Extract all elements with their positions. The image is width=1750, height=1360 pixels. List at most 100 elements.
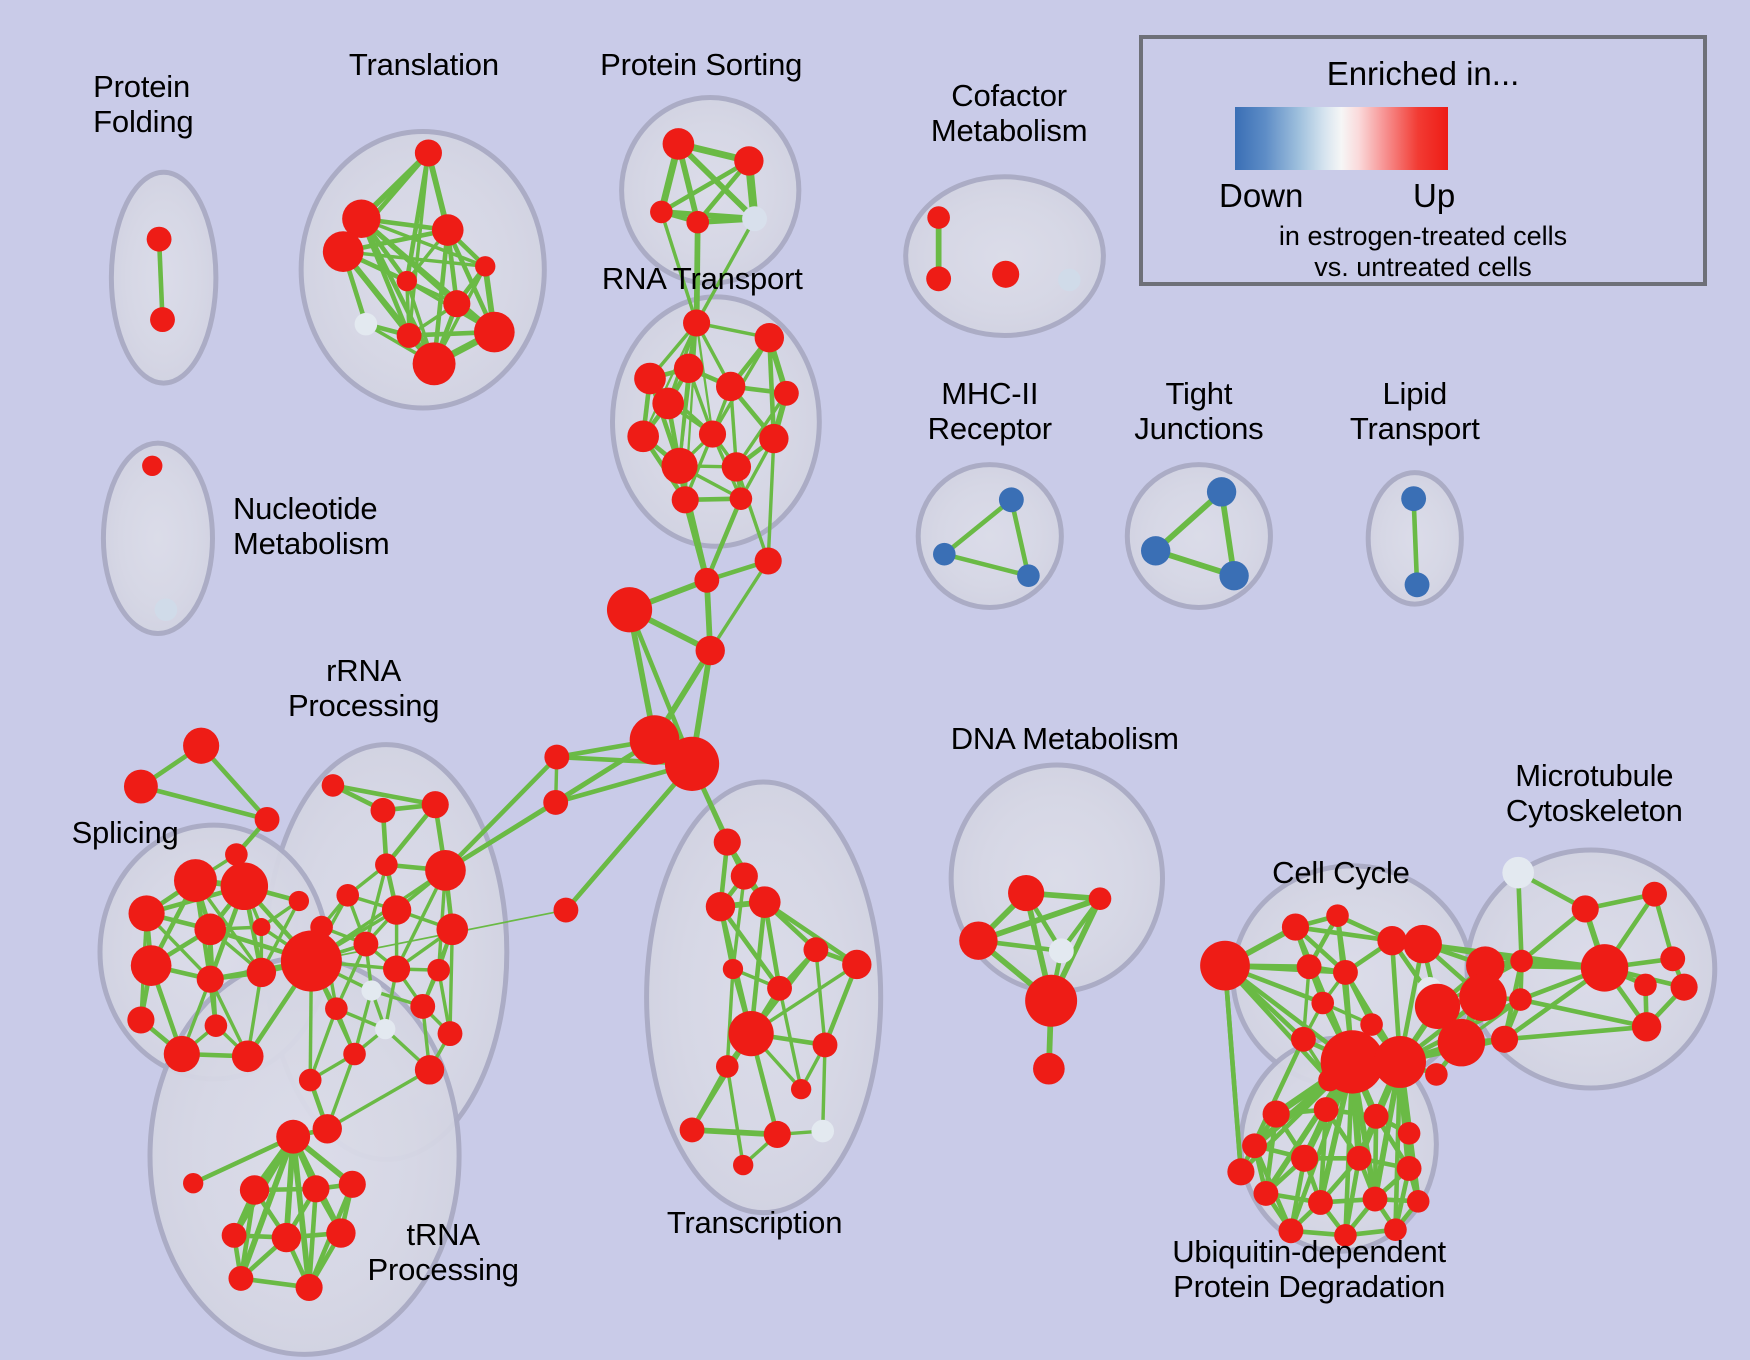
gene-set-node[interactable] [803,937,829,963]
gene-set-node[interactable] [183,1173,204,1194]
gene-set-node[interactable] [627,420,660,453]
gene-set-node[interactable] [1425,1063,1448,1086]
gene-set-node[interactable] [1278,1218,1304,1244]
gene-set-node[interactable] [1290,1144,1319,1172]
gene-set-node[interactable] [343,1042,366,1066]
gene-set-node[interactable] [1253,1180,1279,1206]
gene-set-node[interactable] [353,931,379,957]
gene-set-node[interactable] [1058,268,1081,292]
gene-set-node[interactable] [728,1011,774,1057]
gene-set-node[interactable] [1346,1145,1372,1171]
gene-set-node[interactable] [183,727,220,764]
gene-set-node[interactable] [1509,988,1532,1011]
gene-set-node[interactable] [698,420,727,448]
gene-set-node[interactable] [1374,1035,1426,1088]
gene-set-node[interactable] [142,455,163,476]
gene-set-node[interactable] [927,206,950,229]
gene-set-node[interactable] [312,1114,342,1144]
gene-set-node[interactable] [437,1021,463,1047]
gene-set-node[interactable] [733,1154,754,1176]
gene-set-node[interactable] [220,862,269,910]
gene-set-node[interactable] [342,199,381,238]
gene-set-node[interactable] [992,260,1020,288]
gene-set-node[interactable] [679,1117,705,1143]
gene-set-node[interactable] [1140,536,1171,566]
gene-set-node[interactable] [123,769,158,804]
gene-set-node[interactable] [150,307,175,333]
gene-set-node[interactable] [1459,973,1507,1022]
gene-set-node[interactable] [1406,1190,1430,1213]
gene-set-node[interactable] [713,828,741,856]
gene-set-node[interactable] [361,980,382,1001]
gene-set-node[interactable] [1397,1122,1421,1145]
gene-set-node[interactable] [221,1222,247,1248]
gene-set-node[interactable] [431,214,464,246]
gene-set-node[interactable] [790,1078,812,1100]
gene-set-node[interactable] [228,1265,254,1291]
gene-set-node[interactable] [722,958,744,980]
gene-set-node[interactable] [271,1222,302,1253]
gene-set-node[interactable] [664,736,720,791]
gene-set-node[interactable] [1308,1190,1333,1215]
gene-set-node[interactable] [1360,1013,1383,1036]
gene-set-node[interactable] [473,311,515,353]
gene-set-node[interactable] [1296,954,1322,980]
gene-set-node[interactable] [715,371,746,402]
gene-set-node[interactable] [1088,887,1112,911]
gene-set-node[interactable] [811,1119,835,1143]
gene-set-node[interactable] [1290,1026,1316,1052]
gene-set-node[interactable] [683,309,711,337]
gene-set-node[interactable] [1510,949,1533,973]
gene-set-node[interactable] [302,1175,330,1203]
gene-set-node[interactable] [154,598,178,622]
gene-set-node[interactable] [634,362,666,395]
gene-set-node[interactable] [396,323,422,348]
gene-set-node[interactable] [1580,944,1629,992]
gene-set-node[interactable] [173,859,217,903]
gene-set-node[interactable] [1025,974,1078,1027]
gene-set-node[interactable] [1326,904,1349,928]
gene-set-node[interactable] [742,206,767,232]
gene-set-node[interactable] [1384,1218,1407,1241]
gene-set-node[interactable] [763,1120,791,1149]
gene-set-node[interactable] [325,997,348,1020]
gene-set-node[interactable] [321,774,345,797]
gene-set-node[interactable] [295,1273,323,1302]
gene-set-node[interactable] [629,715,680,765]
gene-set-node[interactable] [326,1218,356,1248]
gene-set-node[interactable] [1048,938,1074,964]
gene-set-node[interactable] [959,921,998,960]
gene-set-node[interactable] [1334,1224,1357,1247]
gene-set-node[interactable] [1333,959,1358,985]
gene-set-node[interactable] [812,1032,838,1058]
gene-set-node[interactable] [375,853,398,877]
gene-set-node[interactable] [767,975,792,1001]
gene-set-node[interactable] [1363,1103,1389,1129]
gene-set-node[interactable] [196,965,224,993]
gene-set-node[interactable] [544,744,570,770]
gene-set-node[interactable] [734,146,764,176]
gene-set-node[interactable] [1377,925,1407,956]
gene-set-node[interactable] [146,226,172,252]
gene-set-node[interactable] [204,1014,228,1037]
gene-set-node[interactable] [383,955,411,983]
gene-set-node[interactable] [926,266,952,292]
gene-set-node[interactable] [280,930,342,992]
gene-set-node[interactable] [730,862,758,890]
gene-set-node[interactable] [1219,561,1249,591]
gene-set-node[interactable] [1362,1186,1388,1212]
gene-set-node[interactable] [128,895,165,932]
gene-set-node[interactable] [370,797,396,823]
gene-set-node[interactable] [1403,924,1442,964]
gene-set-node[interactable] [396,270,417,292]
gene-set-node[interactable] [1262,1100,1290,1128]
gene-set-node[interactable] [842,949,872,980]
gene-set-node[interactable] [1642,881,1667,907]
gene-set-node[interactable] [354,312,378,336]
gene-set-node[interactable] [1281,913,1310,941]
gene-set-node[interactable] [443,290,471,318]
gene-set-node[interactable] [381,895,412,925]
gene-set-node[interactable] [130,945,172,986]
gene-set-node[interactable] [246,957,277,988]
gene-set-node[interactable] [298,1068,322,1092]
